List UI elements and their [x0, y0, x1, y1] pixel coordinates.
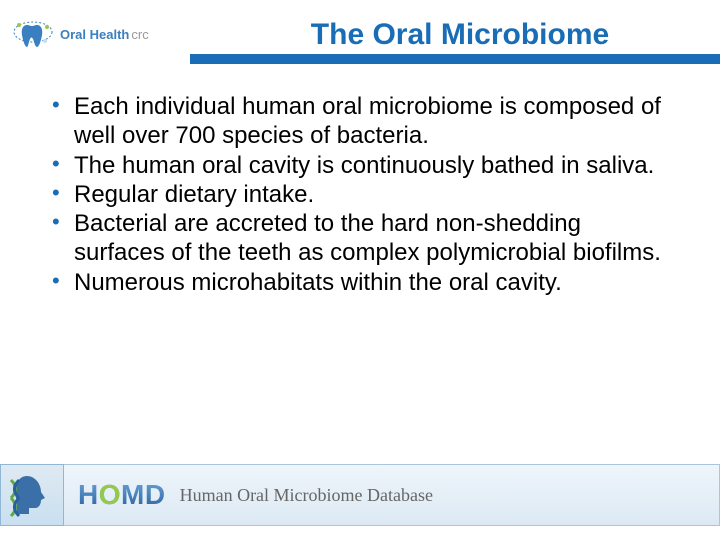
title-pill: The Oral Microbiome: [283, 16, 637, 54]
list-item: The human oral cavity is continuously ba…: [50, 151, 670, 180]
brand-logo: Oral Healthcrc: [12, 15, 212, 55]
footer-subtitle: Human Oral Microbiome Database: [180, 485, 433, 506]
bullet-list: Each individual human oral microbiome is…: [50, 92, 670, 297]
brand-secondary: crc: [131, 27, 148, 42]
list-item: Bacterial are accreted to the hard non-s…: [50, 209, 670, 268]
list-item: Numerous microhabitats within the oral c…: [50, 268, 670, 297]
homd-m: M: [121, 479, 145, 510]
dna-head-icon: [0, 464, 64, 526]
slide-header: Oral Healthcrc The Oral Microbiome: [0, 0, 720, 62]
homd-h: H: [78, 479, 99, 510]
homd-o: O: [99, 479, 121, 510]
brand-text: Oral Healthcrc: [60, 27, 149, 43]
content-area: Each individual human oral microbiome is…: [0, 62, 720, 297]
list-item: Regular dietary intake.: [50, 180, 670, 209]
footer-bar: HOMD Human Oral Microbiome Database: [0, 464, 720, 526]
homd-d: D: [145, 479, 166, 510]
list-item: Each individual human oral microbiome is…: [50, 92, 670, 151]
footer-content: HOMD Human Oral Microbiome Database: [64, 464, 720, 526]
page-title: The Oral Microbiome: [311, 18, 609, 51]
homd-logo: HOMD: [78, 479, 166, 511]
title-underline-bar: [190, 54, 720, 64]
title-container: The Oral Microbiome: [212, 16, 708, 54]
tooth-icon: [12, 15, 54, 55]
brand-primary: Oral Health: [60, 27, 129, 42]
